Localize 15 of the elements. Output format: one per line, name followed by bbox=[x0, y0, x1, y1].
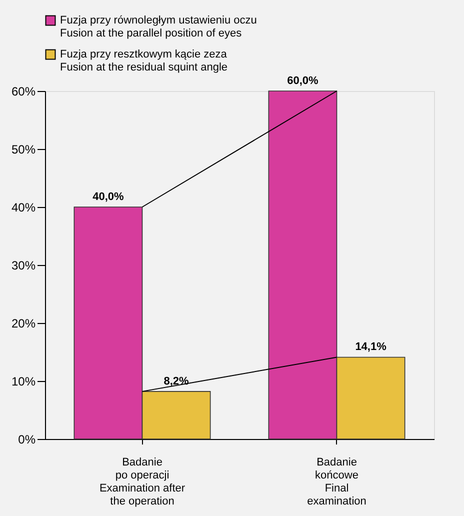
x-tick-label: Badanie końcowe Final examination bbox=[307, 456, 366, 508]
y-tick-label: 60% bbox=[11, 84, 36, 98]
legend-label: Fuzja przy resztkowym kącie zeza Fusion at the residual squint angle bbox=[60, 48, 228, 74]
data-label: 40,0% bbox=[92, 191, 124, 203]
x-tick-label: Badanie po operacji Examination after the operation bbox=[99, 456, 186, 508]
y-tick-label: 50% bbox=[11, 142, 36, 156]
y-tick-label: 20% bbox=[11, 316, 36, 330]
y-tick-label: 40% bbox=[11, 200, 36, 214]
data-label: 8,2% bbox=[164, 375, 190, 388]
y-tick-label: 10% bbox=[11, 374, 36, 388]
y-tick-label: 0% bbox=[18, 432, 36, 446]
data-label: 14,1% bbox=[355, 341, 387, 354]
y-tick-label: 30% bbox=[11, 258, 36, 272]
legend-label: Fuzja przy równoległym ustawieniu oczu Fusion at the parallel position of eyes bbox=[60, 14, 257, 40]
data-label: 60,0% bbox=[287, 75, 319, 87]
